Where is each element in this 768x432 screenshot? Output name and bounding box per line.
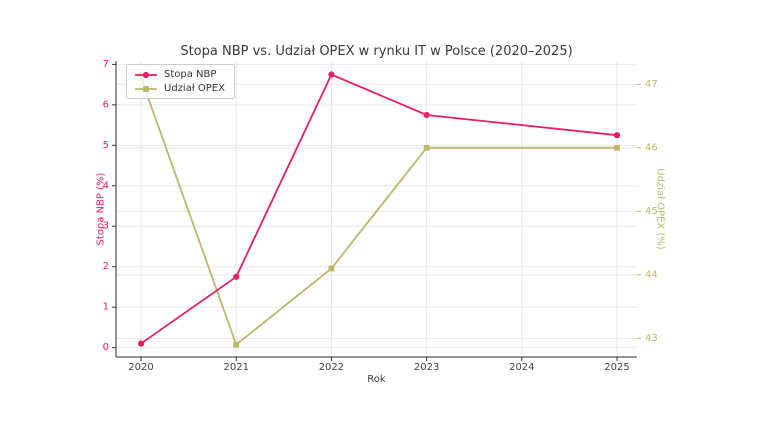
data-point-udzia-opex xyxy=(423,144,430,151)
legend-square-marker-icon xyxy=(135,85,157,92)
x-tick-label: 2023 xyxy=(414,362,439,373)
right-y-tick-label: 46 xyxy=(645,142,658,153)
data-point-udzia-opex xyxy=(614,144,620,151)
x-axis-label: Rok xyxy=(367,374,386,385)
left-y-tick-label: 1 xyxy=(103,302,109,313)
right-y-tick-label: 43 xyxy=(645,333,658,344)
left-y-tick-label: 2 xyxy=(103,261,109,272)
data-point-stopa-nbp xyxy=(613,132,621,139)
x-tick-label: 2021 xyxy=(224,362,249,373)
data-point-stopa-nbp xyxy=(233,273,240,280)
left-y-axis-label: Stopa NBP (%) xyxy=(95,172,107,246)
legend: Stopa NBP Udział OPEX xyxy=(126,64,235,99)
data-point-stopa-nbp xyxy=(423,111,430,119)
chart-title: Stopa NBP vs. Udział OPEX w rynku IT w P… xyxy=(180,44,573,59)
x-tick-label: 2022 xyxy=(319,362,344,373)
left-y-tick-label: 0 xyxy=(103,342,109,353)
right-y-tick-label: 44 xyxy=(645,269,658,280)
x-tick-label: 2020 xyxy=(128,362,153,373)
right-y-tick-label: 45 xyxy=(645,206,658,217)
legend-circle-marker-icon xyxy=(135,71,157,78)
left-y-tick-label: 6 xyxy=(103,99,109,110)
right-y-axis-label: Udział OPEX (%) xyxy=(654,168,666,250)
left-y-tick-label: 5 xyxy=(103,140,109,151)
legend-label: Stopa NBP xyxy=(164,69,217,80)
data-point-udzia-opex xyxy=(233,341,240,348)
legend-item-stopa-nbp: Stopa NBP xyxy=(134,69,225,80)
x-tick-label: 2024 xyxy=(509,362,534,373)
left-y-tick-label: 3 xyxy=(103,221,109,232)
data-point-stopa-nbp xyxy=(137,340,145,347)
legend-label: Udział OPEX xyxy=(164,83,225,94)
left-y-tick-label: 7 xyxy=(103,59,109,70)
data-point-stopa-nbp xyxy=(328,71,335,78)
left-y-tick-label: 4 xyxy=(103,180,109,191)
data-point-udzia-opex xyxy=(328,265,335,272)
x-tick-label: 2025 xyxy=(604,362,629,373)
legend-item-udzia-opex: Udział OPEX xyxy=(134,83,225,94)
right-y-tick-label: 47 xyxy=(645,79,658,90)
